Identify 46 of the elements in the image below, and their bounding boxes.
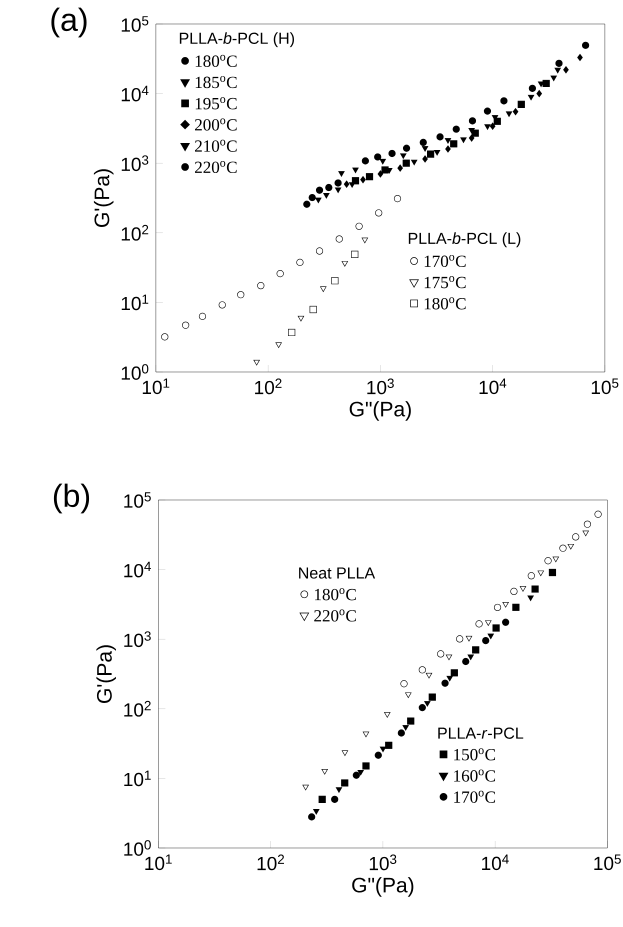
x-axis-title: G"(Pa) [350, 401, 411, 421]
chart-title: (b) [54, 484, 90, 514]
legend-label: 195$^{o}$C [196, 97, 237, 110]
annotation: PLLA-r-PCL [438, 728, 524, 739]
x-tick-label: 10$^{3}$ [367, 378, 394, 394]
x-axis-title: G"(Pa) [352, 877, 414, 897]
x-tick-label: 10$^{4}$ [480, 378, 506, 394]
y-tick-label: 10$^{2}$ [124, 700, 151, 717]
y-tick-label: 10$^{3}$ [122, 155, 148, 172]
legend-title: Neat PLLA [299, 567, 376, 579]
legend-label: 160$^{o}$C [454, 770, 496, 782]
y-tick-label: 10$^{2}$ [122, 224, 148, 241]
legend-title: PLLA-b-PCL (H) [180, 32, 294, 48]
legend-label: 200$^{o}$C [195, 118, 237, 131]
legend-label: 180$^{o}$C [196, 54, 237, 67]
y-axis-title: G'(Pa) [94, 169, 114, 227]
legend-label: 175$^{o}$C [424, 276, 466, 288]
y-tick-label: 10$^{0}$ [122, 364, 148, 380]
y-tick-label: 10$^{3}$ [124, 631, 151, 648]
x-tick-label: 10$^{2}$ [258, 854, 284, 870]
legend-label: 180$^{o}$C [424, 297, 466, 310]
legend-label: 210$^{o}$C [195, 140, 237, 152]
legend-label: 180$^{o}$C [315, 588, 356, 600]
y-tick-label: 10$^{1}$ [122, 294, 148, 310]
x-tick-label: 10$^{3}$ [370, 854, 396, 870]
legend-label: 170$^{o}$C [424, 254, 466, 268]
y-tick-label: 10$^{4}$ [124, 562, 152, 578]
annotation: PLLA-b-PCL (L) [408, 232, 520, 248]
x-tick-label: 10$^{4}$ [482, 854, 509, 870]
x-tick-label: 10$^{1}$ [142, 378, 170, 394]
legend-label: 185$^{o}$C [196, 76, 237, 88]
x-tick-label: 10$^{5}$ [594, 854, 621, 870]
y-tick-label: 10$^{0}$ [124, 840, 151, 856]
chart-title: (a) [51, 8, 87, 38]
legend-label: 220$^{o}$C [314, 610, 356, 622]
y-tick-label: 10$^{5}$ [122, 16, 148, 32]
y-axis-title: G'(Pa) [96, 645, 116, 703]
x-tick-label: 10$^{1}$ [145, 854, 172, 870]
legend-label: 220$^{o}$C [195, 160, 237, 174]
y-tick-label: 10$^{5}$ [124, 492, 151, 508]
legend-label: 170$^{o}$C [454, 790, 496, 803]
x-tick-label: 10$^{2}$ [255, 378, 282, 394]
y-tick-label: 10$^{1}$ [124, 770, 151, 786]
legend-label: 150$^{o}$C [454, 748, 496, 760]
y-tick-label: 10$^{4}$ [122, 86, 149, 102]
x-tick-label: 10$^{5}$ [592, 378, 618, 394]
